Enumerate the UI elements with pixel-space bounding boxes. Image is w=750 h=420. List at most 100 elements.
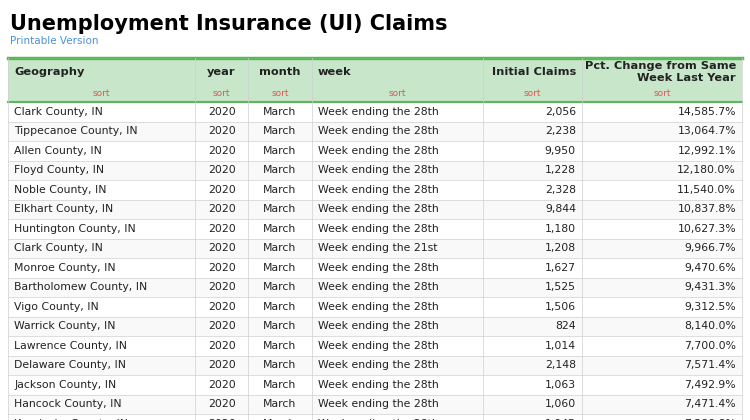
Text: Week ending the 28th: Week ending the 28th	[318, 341, 439, 351]
Text: Noble County, IN: Noble County, IN	[14, 185, 106, 195]
Text: 1,060: 1,060	[544, 399, 576, 409]
Text: 2020: 2020	[208, 165, 236, 175]
Text: sort: sort	[213, 89, 230, 99]
Bar	[8, 200, 742, 219]
Text: Week ending the 28th: Week ending the 28th	[318, 302, 439, 312]
Text: 9,950: 9,950	[544, 146, 576, 156]
Text: Jackson County, IN: Jackson County, IN	[14, 380, 116, 390]
Text: Week ending the 28th: Week ending the 28th	[318, 380, 439, 390]
Text: March: March	[263, 185, 296, 195]
Text: 1,208: 1,208	[544, 243, 576, 253]
Text: March: March	[263, 126, 296, 136]
Bar	[8, 102, 742, 121]
Text: month: month	[260, 67, 301, 77]
Text: 2020: 2020	[208, 399, 236, 409]
Text: 2020: 2020	[208, 185, 236, 195]
Text: sort: sort	[388, 89, 406, 99]
Text: March: March	[263, 380, 296, 390]
Text: Week ending the 28th: Week ending the 28th	[318, 282, 439, 292]
Text: sort: sort	[93, 89, 110, 99]
Text: 2020: 2020	[208, 243, 236, 253]
Bar	[8, 336, 742, 355]
Text: Week ending the 28th: Week ending the 28th	[318, 165, 439, 175]
Text: 2,148: 2,148	[545, 360, 576, 370]
Bar	[8, 278, 742, 297]
Text: Week ending the 28th: Week ending the 28th	[318, 399, 439, 409]
Text: 7,492.9%: 7,492.9%	[684, 380, 736, 390]
Text: Week ending the 21st: Week ending the 21st	[318, 243, 437, 253]
Bar	[8, 355, 742, 375]
Text: 9,431.3%: 9,431.3%	[684, 282, 736, 292]
Text: 2020: 2020	[208, 419, 236, 420]
Text: 2020: 2020	[208, 282, 236, 292]
Text: 2020: 2020	[208, 380, 236, 390]
Text: 7,471.4%: 7,471.4%	[684, 399, 736, 409]
Text: Week ending the 28th: Week ending the 28th	[318, 185, 439, 195]
Text: 10,627.3%: 10,627.3%	[677, 224, 736, 234]
Text: 2020: 2020	[208, 204, 236, 214]
Bar	[8, 394, 742, 414]
Text: 2020: 2020	[208, 321, 236, 331]
Text: Lawrence County, IN: Lawrence County, IN	[14, 341, 127, 351]
Text: 11,540.0%: 11,540.0%	[677, 185, 736, 195]
Text: Initial Claims: Initial Claims	[492, 67, 576, 77]
Bar	[8, 414, 742, 420]
Text: 10,837.8%: 10,837.8%	[677, 204, 736, 214]
Text: March: March	[263, 204, 296, 214]
Text: Huntington County, IN: Huntington County, IN	[14, 224, 136, 234]
Text: Week ending the 28th: Week ending the 28th	[318, 419, 439, 420]
Text: sort: sort	[524, 89, 542, 99]
Text: Vigo County, IN: Vigo County, IN	[14, 302, 99, 312]
Text: March: March	[263, 282, 296, 292]
Text: Week ending the 28th: Week ending the 28th	[318, 321, 439, 331]
Text: Clark County, IN: Clark County, IN	[14, 243, 103, 253]
Bar	[8, 239, 742, 258]
Text: 9,312.5%: 9,312.5%	[684, 302, 736, 312]
Text: Monroe County, IN: Monroe County, IN	[14, 263, 116, 273]
Bar	[8, 297, 742, 317]
Text: Week ending the 28th: Week ending the 28th	[318, 146, 439, 156]
Text: 9,966.7%: 9,966.7%	[684, 243, 736, 253]
Text: Floyd County, IN: Floyd County, IN	[14, 165, 104, 175]
Text: Week ending the 28th: Week ending the 28th	[318, 263, 439, 273]
Text: Tippecanoe County, IN: Tippecanoe County, IN	[14, 126, 138, 136]
Text: March: March	[263, 263, 296, 273]
Text: Pct. Change from Same
Week Last Year: Pct. Change from Same Week Last Year	[585, 61, 736, 83]
Text: March: March	[263, 302, 296, 312]
Text: 14,585.7%: 14,585.7%	[677, 107, 736, 117]
Text: 12,180.0%: 12,180.0%	[677, 165, 736, 175]
Bar	[8, 317, 742, 336]
Text: Week ending the 28th: Week ending the 28th	[318, 204, 439, 214]
Text: 2,056: 2,056	[544, 107, 576, 117]
Text: 824: 824	[555, 321, 576, 331]
Text: 2020: 2020	[208, 126, 236, 136]
Text: March: March	[263, 321, 296, 331]
Text: 1,180: 1,180	[544, 224, 576, 234]
Text: Hancock County, IN: Hancock County, IN	[14, 399, 122, 409]
Text: 2020: 2020	[208, 302, 236, 312]
Text: Week ending the 28th: Week ending the 28th	[318, 360, 439, 370]
Bar	[8, 121, 742, 141]
Text: 1,063: 1,063	[544, 380, 576, 390]
Text: 1,228: 1,228	[545, 165, 576, 175]
Text: 7,380.8%: 7,380.8%	[684, 419, 736, 420]
Text: Clark County, IN: Clark County, IN	[14, 107, 103, 117]
Text: Week ending the 28th: Week ending the 28th	[318, 107, 439, 117]
Text: 2,328: 2,328	[545, 185, 576, 195]
Text: 2020: 2020	[208, 263, 236, 273]
Text: March: March	[263, 224, 296, 234]
Text: Kosciusko County, IN: Kosciusko County, IN	[14, 419, 128, 420]
Bar	[8, 160, 742, 180]
Text: Geography: Geography	[14, 67, 84, 77]
Text: Bartholomew County, IN: Bartholomew County, IN	[14, 282, 147, 292]
Text: March: March	[263, 146, 296, 156]
Text: March: March	[263, 399, 296, 409]
Text: 2020: 2020	[208, 360, 236, 370]
Text: 9,470.6%: 9,470.6%	[684, 263, 736, 273]
Text: 2020: 2020	[208, 341, 236, 351]
Text: Delaware County, IN: Delaware County, IN	[14, 360, 126, 370]
Text: Elkhart County, IN: Elkhart County, IN	[14, 204, 113, 214]
Text: 12,992.1%: 12,992.1%	[677, 146, 736, 156]
Text: 2020: 2020	[208, 107, 236, 117]
Bar	[8, 258, 742, 278]
